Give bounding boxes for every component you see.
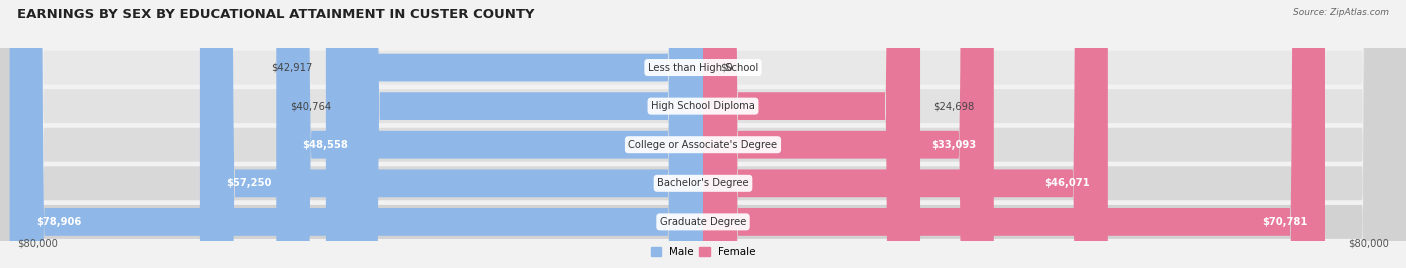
FancyBboxPatch shape xyxy=(703,0,920,268)
Text: $78,906: $78,906 xyxy=(37,217,82,227)
Text: $46,071: $46,071 xyxy=(1045,178,1090,188)
Legend: Male, Female: Male, Female xyxy=(651,247,755,257)
Text: $0: $0 xyxy=(721,62,734,73)
Text: $57,250: $57,250 xyxy=(226,178,271,188)
FancyBboxPatch shape xyxy=(344,0,703,268)
Text: $42,917: $42,917 xyxy=(271,62,312,73)
Text: Source: ZipAtlas.com: Source: ZipAtlas.com xyxy=(1294,8,1389,17)
Text: $40,764: $40,764 xyxy=(291,101,332,111)
Text: Bachelor's Degree: Bachelor's Degree xyxy=(657,178,749,188)
Text: $48,558: $48,558 xyxy=(302,140,349,150)
Text: $24,698: $24,698 xyxy=(934,101,974,111)
FancyBboxPatch shape xyxy=(703,0,1108,268)
Text: $33,093: $33,093 xyxy=(931,140,976,150)
Text: $70,781: $70,781 xyxy=(1263,217,1308,227)
FancyBboxPatch shape xyxy=(200,0,703,268)
FancyBboxPatch shape xyxy=(326,0,703,268)
Text: EARNINGS BY SEX BY EDUCATIONAL ATTAINMENT IN CUSTER COUNTY: EARNINGS BY SEX BY EDUCATIONAL ATTAINMEN… xyxy=(17,8,534,21)
FancyBboxPatch shape xyxy=(703,0,994,268)
FancyBboxPatch shape xyxy=(10,0,703,268)
Text: $80,000: $80,000 xyxy=(17,239,58,249)
FancyBboxPatch shape xyxy=(277,0,703,268)
Text: $80,000: $80,000 xyxy=(1348,239,1389,249)
Text: Graduate Degree: Graduate Degree xyxy=(659,217,747,227)
Text: Less than High School: Less than High School xyxy=(648,62,758,73)
Text: High School Diploma: High School Diploma xyxy=(651,101,755,111)
FancyBboxPatch shape xyxy=(703,0,1324,268)
Text: College or Associate's Degree: College or Associate's Degree xyxy=(628,140,778,150)
